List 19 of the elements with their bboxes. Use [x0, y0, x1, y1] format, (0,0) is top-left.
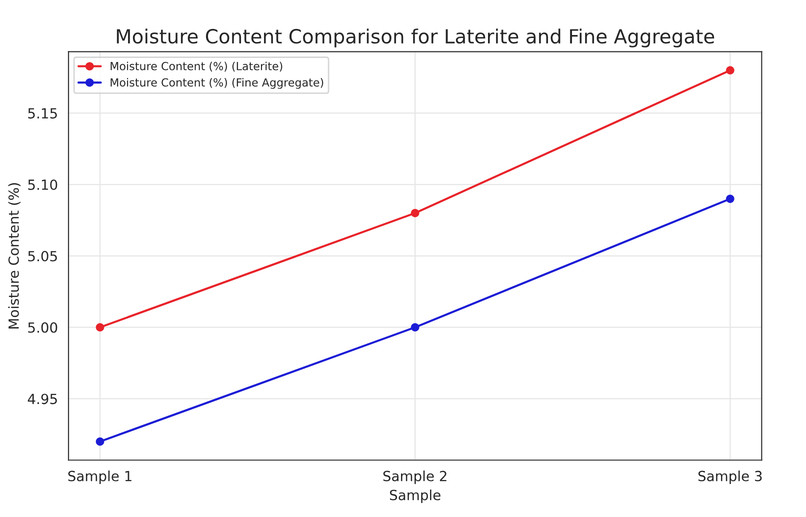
point: [410, 323, 420, 332]
point: [726, 66, 734, 74]
chart-title: Moisture Content Comparison for Laterite and Fine Aggregate: [116, 28, 714, 48]
point: [410, 208, 420, 218]
y-tick-label: 5.10: [28, 179, 58, 190]
x-axis-title: Sample: [390, 490, 440, 503]
x-tick-label: Sample 2: [383, 470, 446, 484]
y-tick-label: 5.00: [28, 322, 58, 333]
y-tick-label: 4.95: [28, 394, 57, 404]
legend-label: Moisture Content (%) (Fine Aggregate): [110, 78, 324, 89]
legend-label: Moisture Content (%) (Laterite): [110, 62, 282, 72]
point: [96, 323, 104, 332]
x-tick-label: Sample 1: [68, 470, 132, 484]
point: [726, 194, 734, 203]
y-tick-label: 5.15: [28, 108, 57, 119]
y-tick-label: 5.05: [28, 250, 57, 262]
x-tick-label: Sample 3: [698, 470, 762, 484]
y-axis-title: Moisture Content (%): [8, 183, 21, 328]
point: [96, 437, 104, 446]
